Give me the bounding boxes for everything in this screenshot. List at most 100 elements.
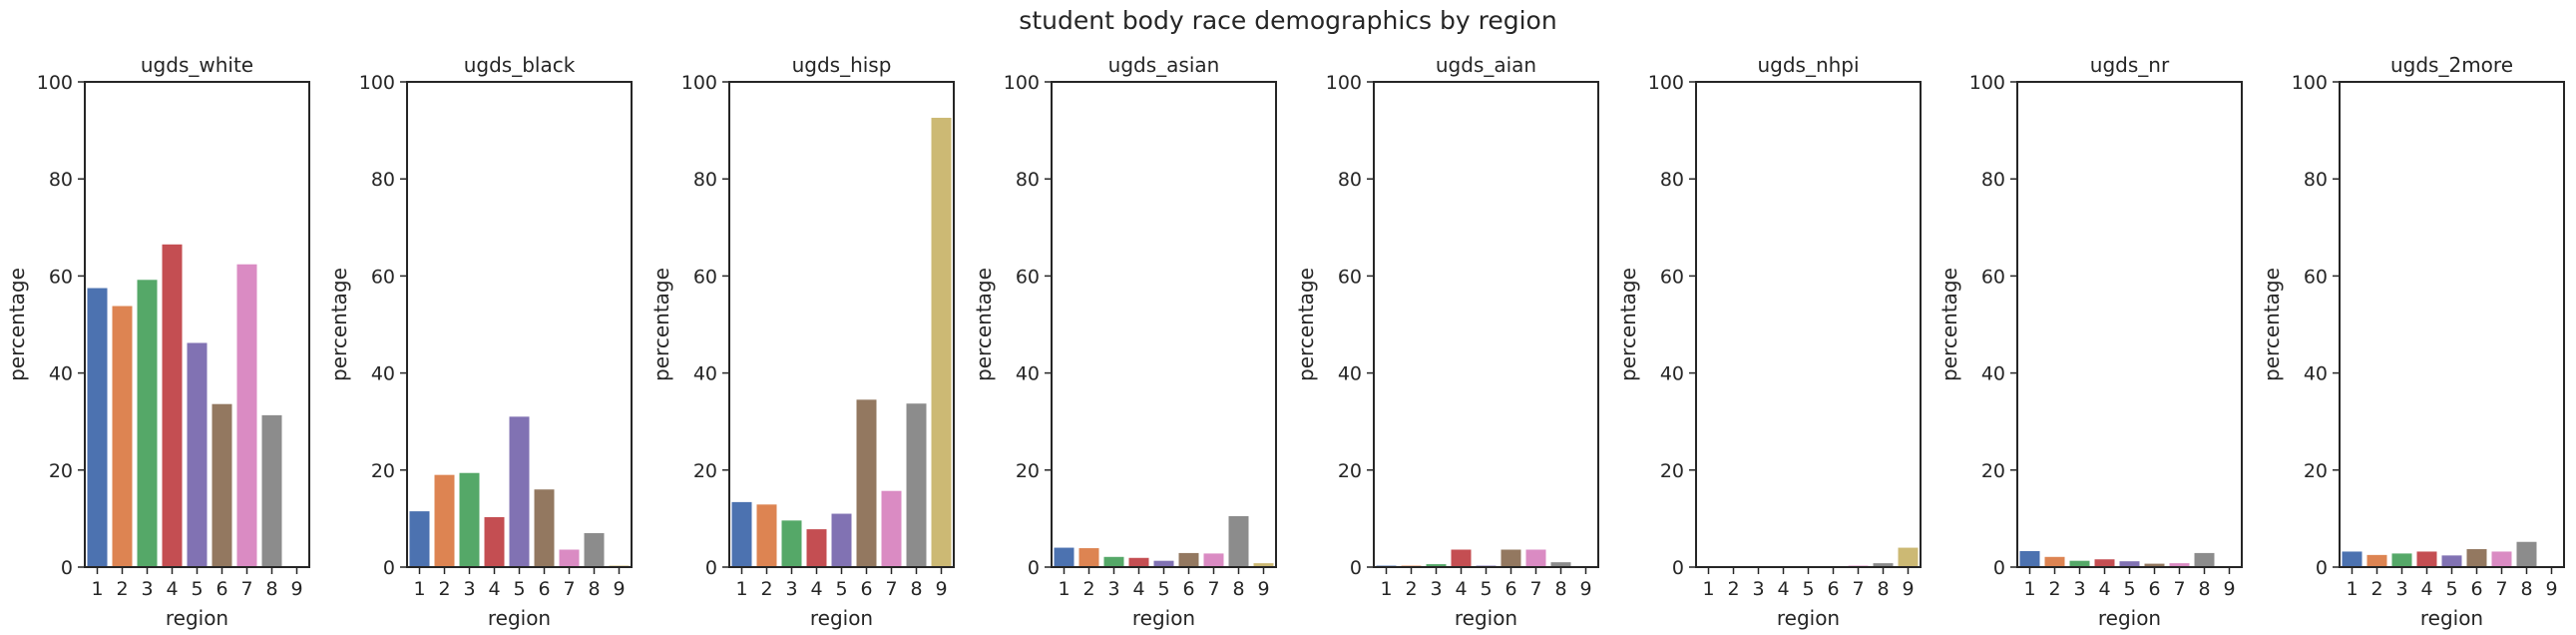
x-tick-label: 5 bbox=[513, 578, 525, 600]
x-tick-label: 4 bbox=[2098, 578, 2110, 600]
y-tick-label: 20 bbox=[693, 460, 717, 482]
x-tick-label: 5 bbox=[2445, 578, 2457, 600]
y-tick-label: 80 bbox=[2304, 169, 2328, 191]
x-tick-label: 8 bbox=[1877, 578, 1889, 600]
x-tick-label: 8 bbox=[2198, 578, 2210, 600]
bar-region-9 bbox=[1898, 547, 1919, 567]
bar-region-6 bbox=[534, 489, 555, 567]
x-tick-label: 9 bbox=[2545, 578, 2557, 600]
y-tick-label: 80 bbox=[693, 169, 717, 191]
bar-region-4 bbox=[2094, 559, 2115, 567]
y-tick-label: 0 bbox=[2316, 557, 2328, 579]
plot-frame bbox=[2016, 81, 2243, 568]
y-tick-label: 40 bbox=[1338, 363, 1362, 385]
x-tick-label: 8 bbox=[1554, 578, 1566, 600]
x-tick-label: 9 bbox=[613, 578, 625, 600]
bar-region-1 bbox=[87, 288, 108, 567]
y-axis-label: percentage bbox=[972, 268, 996, 381]
bar-region-6 bbox=[856, 399, 877, 567]
x-tick-label: 6 bbox=[860, 578, 872, 600]
x-tick-label: 4 bbox=[1132, 578, 1144, 600]
bar-region-5 bbox=[187, 342, 208, 567]
x-tick-label: 1 bbox=[2023, 578, 2035, 600]
y-tick-label: 40 bbox=[1016, 363, 1040, 385]
x-tick-label: 1 bbox=[1058, 578, 1070, 600]
x-tick-label: 5 bbox=[1157, 578, 1169, 600]
bar-region-8 bbox=[2516, 541, 2537, 567]
x-tick-label: 4 bbox=[1777, 578, 1789, 600]
x-tick-label: 7 bbox=[1529, 578, 1541, 600]
x-tick-label: 5 bbox=[191, 578, 203, 600]
y-axis-label: percentage bbox=[5, 268, 29, 381]
panel-title: ugds_2more bbox=[2390, 53, 2513, 77]
x-axis-label: region bbox=[1455, 606, 1517, 630]
bar-region-6 bbox=[2466, 549, 2487, 567]
y-tick-label: 80 bbox=[371, 169, 395, 191]
x-tick-label: 7 bbox=[2495, 578, 2507, 600]
y-tick-label: 60 bbox=[1338, 266, 1362, 288]
bar-region-5 bbox=[1153, 560, 1174, 567]
x-tick-label: 6 bbox=[215, 578, 227, 600]
x-tick-label: 1 bbox=[413, 578, 425, 600]
bar-region-5 bbox=[2119, 561, 2140, 567]
x-tick-label: 7 bbox=[240, 578, 252, 600]
x-tick-label: 2 bbox=[1082, 578, 1094, 600]
bar-region-4 bbox=[484, 516, 505, 567]
y-tick-label: 100 bbox=[681, 72, 717, 94]
y-tick-label: 20 bbox=[371, 460, 395, 482]
bar-region-1 bbox=[2342, 551, 2362, 567]
y-axis-label: percentage bbox=[327, 268, 351, 381]
panel-title: ugds_aian bbox=[1436, 53, 1536, 77]
x-axis-label: region bbox=[2098, 606, 2161, 630]
x-tick-label: 3 bbox=[2395, 578, 2407, 600]
x-tick-label: 1 bbox=[1702, 578, 1714, 600]
bar-region-2 bbox=[434, 474, 455, 567]
x-tick-label: 7 bbox=[2173, 578, 2185, 600]
x-tick-label: 8 bbox=[2520, 578, 2532, 600]
x-tick-label: 1 bbox=[1380, 578, 1392, 600]
bar-region-3 bbox=[459, 472, 480, 567]
x-tick-label: 3 bbox=[463, 578, 475, 600]
bar-region-5 bbox=[509, 416, 530, 567]
y-tick-label: 0 bbox=[61, 557, 73, 579]
x-tick-label: 9 bbox=[2223, 578, 2235, 600]
plot-frame bbox=[2339, 81, 2565, 568]
x-tick-label: 9 bbox=[290, 578, 302, 600]
x-tick-label: 2 bbox=[2370, 578, 2382, 600]
y-tick-label: 0 bbox=[1028, 557, 1040, 579]
y-tick-label: 20 bbox=[2304, 460, 2328, 482]
bar-region-6 bbox=[1178, 552, 1199, 567]
panel-title: ugds_nr bbox=[2090, 53, 2170, 77]
y-tick-label: 100 bbox=[1969, 72, 2005, 94]
y-tick-label: 60 bbox=[1016, 266, 1040, 288]
bar-region-5 bbox=[831, 513, 852, 567]
x-tick-label: 9 bbox=[1902, 578, 1914, 600]
y-axis-label: percentage bbox=[1616, 268, 1640, 381]
panel-title: ugds_white bbox=[141, 53, 253, 77]
bar-region-3 bbox=[781, 520, 802, 567]
bar-region-7 bbox=[881, 490, 902, 567]
y-tick-label: 20 bbox=[1338, 460, 1362, 482]
bar-region-3 bbox=[137, 280, 158, 567]
bar-region-8 bbox=[1873, 563, 1894, 567]
y-tick-label: 100 bbox=[2292, 72, 2328, 94]
y-tick-label: 100 bbox=[1648, 72, 1684, 94]
y-tick-label: 40 bbox=[1660, 363, 1684, 385]
x-tick-label: 2 bbox=[116, 578, 128, 600]
bar-region-1 bbox=[2019, 550, 2040, 567]
x-tick-label: 8 bbox=[910, 578, 922, 600]
y-tick-label: 80 bbox=[49, 169, 73, 191]
bar-region-2 bbox=[1078, 548, 1099, 567]
x-tick-label: 8 bbox=[1232, 578, 1244, 600]
x-tick-label: 5 bbox=[835, 578, 847, 600]
bar-region-3 bbox=[1103, 556, 1124, 567]
x-tick-label: 5 bbox=[1480, 578, 1492, 600]
y-tick-label: 60 bbox=[693, 266, 717, 288]
x-axis-label: region bbox=[810, 606, 873, 630]
bar-region-2 bbox=[2044, 556, 2065, 567]
x-tick-label: 3 bbox=[2073, 578, 2085, 600]
y-tick-label: 60 bbox=[371, 266, 395, 288]
x-tick-label: 7 bbox=[1207, 578, 1219, 600]
